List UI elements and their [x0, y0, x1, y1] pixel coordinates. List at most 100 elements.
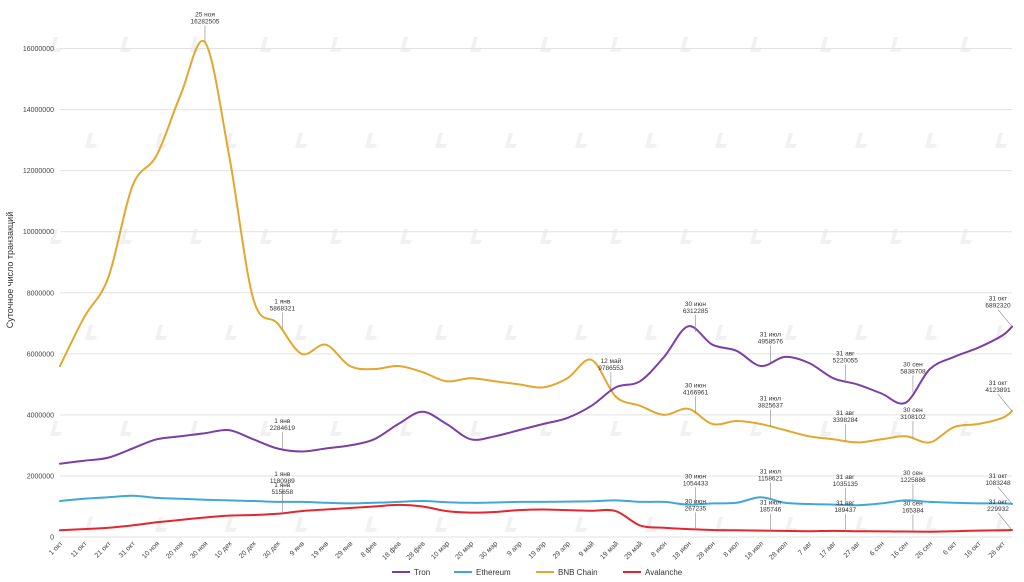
x-tick-label: 10 мар — [430, 540, 451, 561]
x-tick-label: 28 июл — [768, 540, 789, 561]
watermark-icon — [925, 517, 937, 532]
annotation-date: 31 окт — [989, 296, 1008, 303]
x-tick-label: 20 ноя — [165, 540, 185, 560]
legend-item: Ethereum — [454, 568, 511, 577]
watermark-icon — [540, 37, 552, 52]
x-tick-label: 29 янв — [334, 540, 354, 560]
annotation-date: 30 сен — [903, 501, 923, 508]
watermark-icon — [435, 517, 447, 532]
x-tick-label: 1 окт — [48, 540, 65, 557]
watermark-icon — [610, 229, 622, 244]
watermark-icon — [365, 133, 377, 148]
annotation-date: 30 сен — [903, 407, 923, 414]
series-line-tron — [59, 325, 1013, 465]
watermark-icon — [855, 517, 867, 532]
watermark-icon — [50, 229, 62, 244]
watermark-icon — [435, 133, 447, 148]
watermark-icon — [50, 421, 62, 436]
annotation-value: 189437 — [834, 507, 856, 514]
watermark-icon — [855, 133, 867, 148]
x-tick-label: 6 сен — [869, 540, 886, 557]
watermark-icon — [120, 229, 132, 244]
annotation-date: 25 ноя — [195, 11, 215, 18]
x-tick-label: 17 авг — [819, 540, 838, 559]
legend-label: Tron — [414, 568, 430, 577]
x-tick-label: 8 фев — [360, 540, 379, 559]
watermark-icon — [995, 325, 1007, 340]
annotation-value: 9786553 — [598, 365, 624, 372]
annotation-date: 31 авг — [836, 410, 855, 417]
annotation-date: 31 окт — [989, 380, 1008, 387]
x-tick-label: 7 авг — [797, 540, 814, 557]
watermark-icon — [680, 229, 692, 244]
annotation-value: 165384 — [902, 508, 924, 515]
annotation-value: 3398284 — [833, 417, 859, 424]
annotation-value: 229932 — [987, 506, 1009, 513]
y-tick-label: 16000000 — [23, 46, 54, 53]
watermark-icon — [645, 325, 657, 340]
annotation-date: 31 окт — [989, 499, 1008, 506]
x-tick-label: 18 фев — [381, 540, 402, 561]
watermark-icon — [575, 325, 587, 340]
watermark-icon — [890, 37, 902, 52]
x-axis-tick-labels: 1 окт 11 окт 21 окт 31 окт 10 ноя 20 ноя 30 но… — [48, 540, 1007, 562]
x-tick-label: 26 сен — [914, 540, 934, 560]
x-tick-label: 8 июн — [650, 540, 668, 558]
annotation-value: 1180989 — [270, 478, 295, 485]
watermark-icon — [295, 325, 307, 340]
watermark-icon — [645, 517, 657, 532]
legend-label: Ethereum — [476, 568, 511, 577]
watermark-icon — [960, 37, 972, 52]
watermark-icon — [505, 325, 517, 340]
watermark-icon — [330, 229, 342, 244]
watermark-icon — [750, 421, 762, 436]
watermark-icon — [960, 229, 972, 244]
watermark-icon — [890, 421, 902, 436]
x-tick-label: 19 май — [599, 540, 621, 562]
annotation-value: 1158621 — [758, 476, 783, 483]
annotation-date: 30 июн — [685, 301, 707, 308]
watermark-icon — [225, 325, 237, 340]
x-tick-label: 16 сен — [890, 540, 910, 560]
legend-item: Avalanche — [623, 568, 683, 577]
annotation-value: 1225886 — [900, 477, 926, 484]
legend-item: Tron — [392, 568, 430, 577]
watermark-icon — [365, 517, 377, 532]
annotation-value: 16282505 — [191, 18, 220, 25]
watermark-icon — [120, 37, 132, 52]
watermark-icon — [155, 133, 167, 148]
watermark-icon — [470, 37, 482, 52]
watermark-icon — [645, 133, 657, 148]
x-tick-label: 18 июл — [744, 540, 765, 561]
watermark-icon — [540, 229, 552, 244]
watermark-icon — [610, 37, 622, 52]
x-tick-label: 30 мар — [479, 540, 500, 561]
annotation-date: 31 июл — [760, 331, 781, 338]
x-tick-label: 9 апр — [506, 540, 523, 557]
watermark-icon — [680, 421, 692, 436]
annotation-value: 1083248 — [985, 480, 1011, 487]
annotation-value: 6892320 — [985, 303, 1011, 310]
y-tick-label: 6000000 — [27, 351, 54, 358]
x-tick-label: 28 фев — [406, 540, 427, 561]
annotation-date: 12 май — [601, 357, 622, 365]
watermark-icon — [715, 133, 727, 148]
annotation-value: 3108102 — [900, 414, 926, 421]
x-tick-label: 27 авг — [843, 540, 862, 559]
watermark-icon — [435, 325, 447, 340]
x-tick-label: 9 май — [577, 540, 596, 559]
